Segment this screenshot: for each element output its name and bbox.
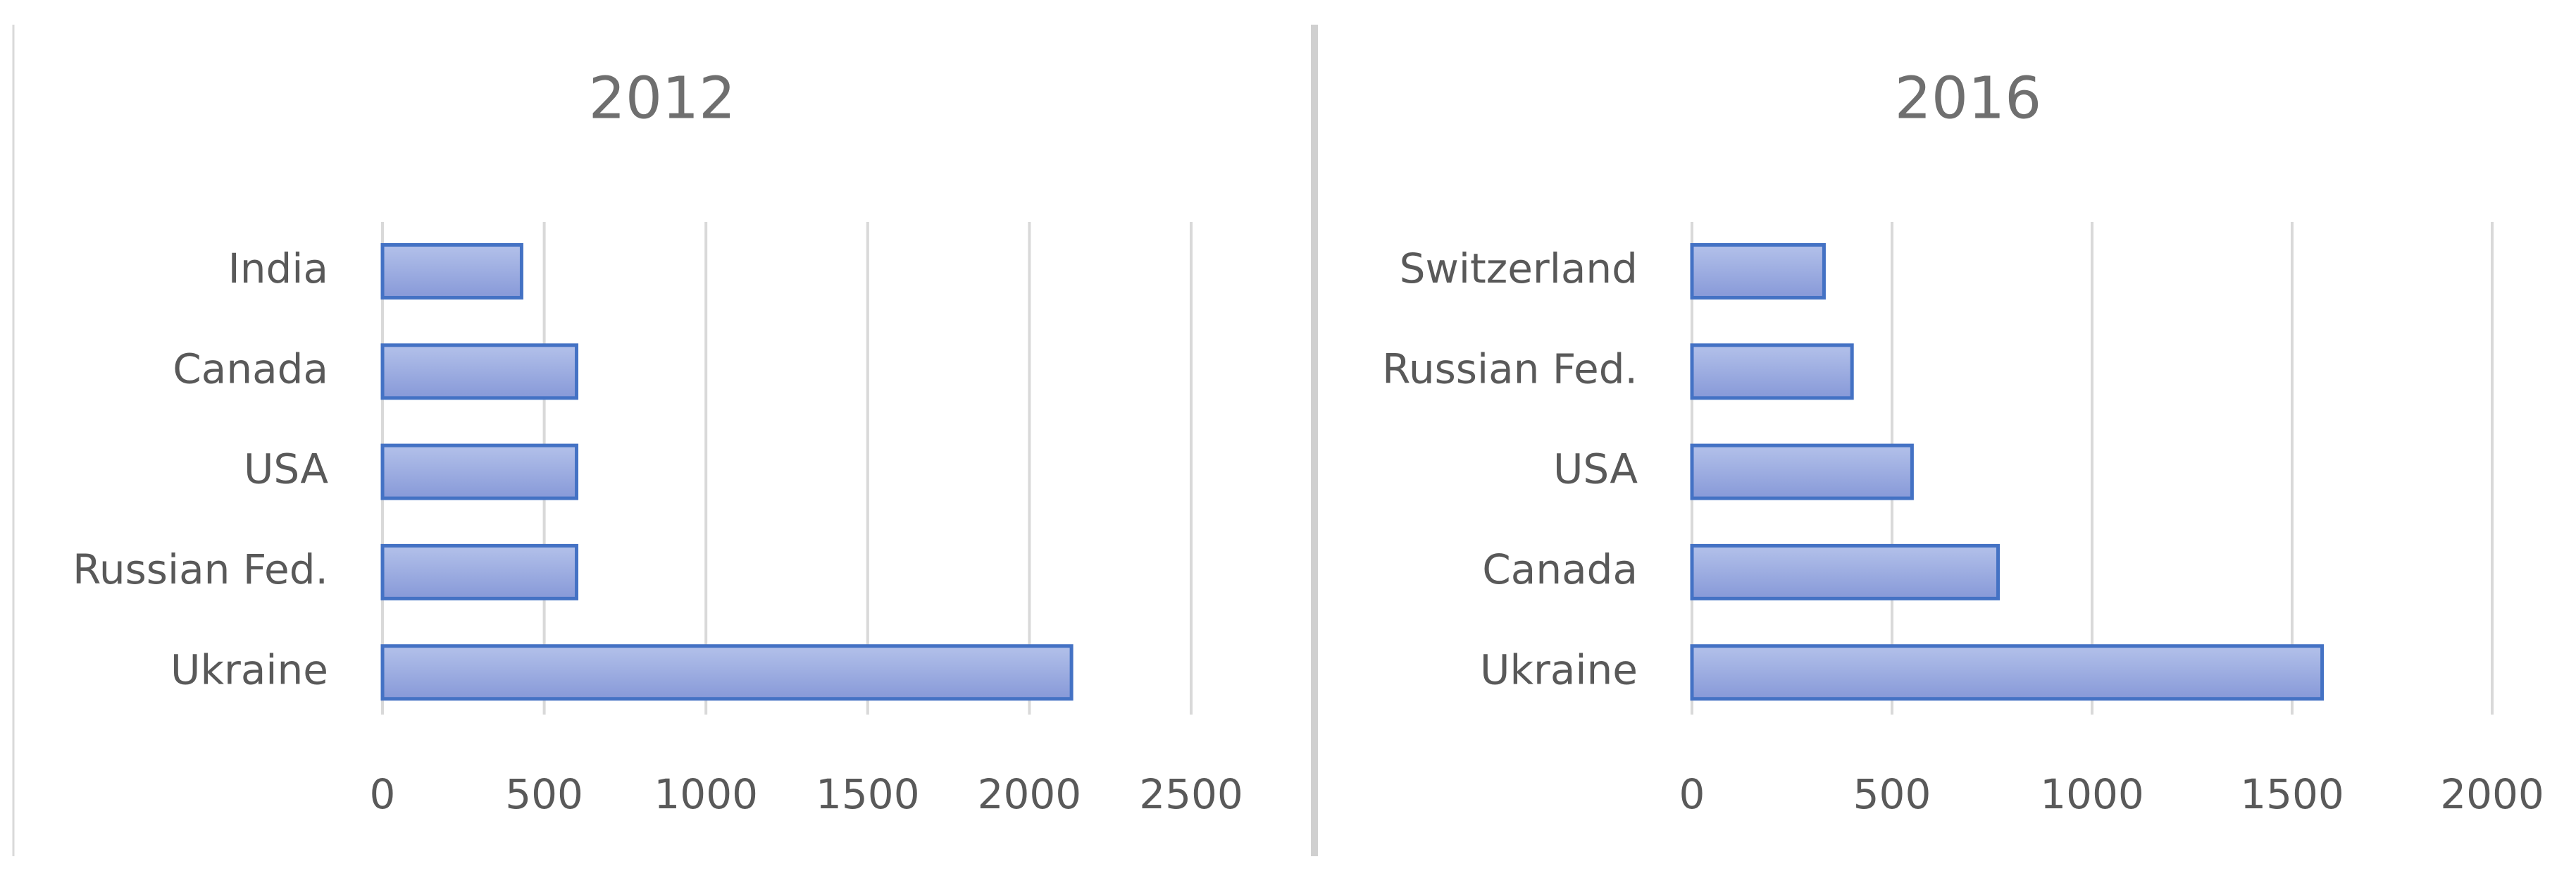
bar xyxy=(1690,243,1826,300)
bar xyxy=(380,644,1074,701)
chart-title: 2012 xyxy=(589,65,736,132)
x-tick-label: 500 xyxy=(505,770,583,818)
x-tick-label: 500 xyxy=(1853,770,1931,818)
x-tick-label: 2000 xyxy=(978,770,1082,818)
x-tick-label: 2000 xyxy=(2440,770,2544,818)
x-tick-label: 1500 xyxy=(2240,770,2344,818)
bar xyxy=(1690,644,2325,701)
y-tick-label: Ukraine xyxy=(1480,646,1638,693)
bar xyxy=(380,343,579,400)
x-tick-label: 0 xyxy=(370,770,396,818)
y-tick-label: Canada xyxy=(173,345,328,393)
y-tick-label: Canada xyxy=(1482,545,1638,593)
y-tick-label: India xyxy=(228,245,328,292)
bar xyxy=(1690,443,1914,500)
y-tick-label: USA xyxy=(244,445,328,493)
y-tick-label: Russian Fed. xyxy=(1382,345,1638,393)
y-tick-label: Ukraine xyxy=(170,646,328,693)
x-tick-label: 0 xyxy=(1679,770,1705,818)
y-tick-label: USA xyxy=(1553,445,1638,493)
bar xyxy=(380,543,579,600)
chart-title: 2016 xyxy=(1895,65,2042,132)
y-tick-label: Switzerland xyxy=(1400,245,1638,292)
y-tick-label: Russian Fed. xyxy=(73,545,328,593)
bar xyxy=(1690,543,2001,600)
x-tick-label: 2500 xyxy=(1139,770,1243,818)
x-tick-label: 1000 xyxy=(654,770,758,818)
bar xyxy=(380,243,523,300)
bar xyxy=(380,443,579,500)
bar xyxy=(1690,343,1854,400)
x-tick-label: 1000 xyxy=(2040,770,2144,818)
x-tick-label: 1500 xyxy=(816,770,920,818)
